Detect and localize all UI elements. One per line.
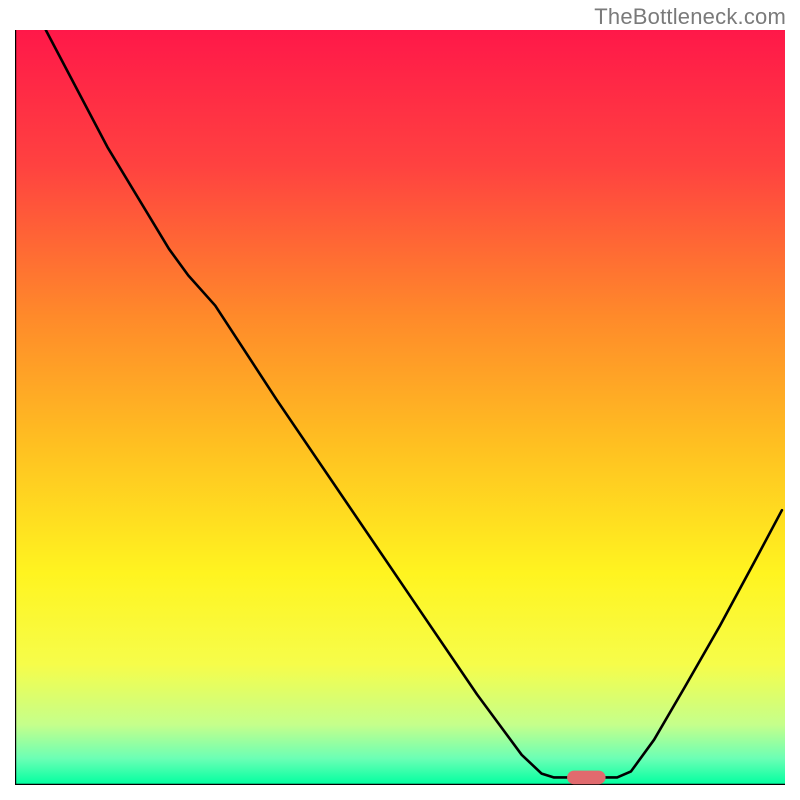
- chart-svg: [15, 30, 785, 785]
- optimal-marker: [567, 771, 606, 785]
- bottleneck-chart: [15, 30, 785, 785]
- chart-background: [15, 30, 785, 785]
- watermark-text: TheBottleneck.com: [594, 4, 786, 30]
